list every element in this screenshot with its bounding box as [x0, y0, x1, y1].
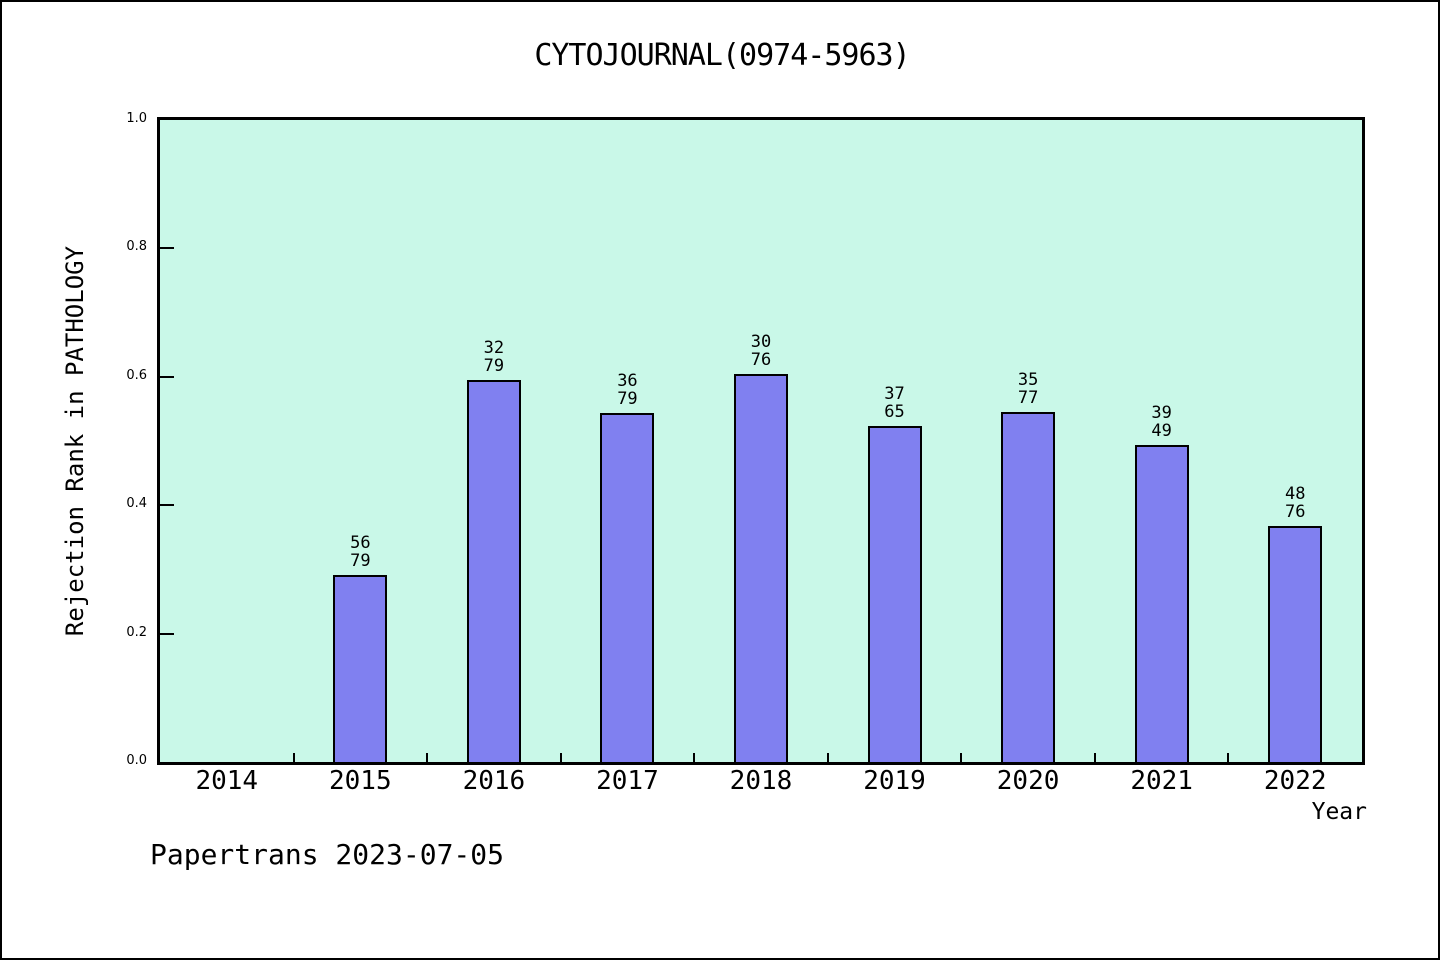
x-tick-label: 2021 — [1130, 766, 1193, 796]
y-tick-label: 0.4 — [126, 496, 147, 512]
bar-2016 — [466, 380, 521, 762]
bar-label-numerator: 56 — [350, 533, 371, 554]
bar-label-denominator: 65 — [884, 402, 905, 423]
bar-value-label-2016: 32 79 — [449, 339, 539, 375]
bar-label-denominator: 79 — [350, 551, 371, 572]
x-tick-label: 2022 — [1263, 766, 1327, 796]
bar-label-denominator: 79 — [483, 356, 505, 377]
x-tick-mark — [292, 753, 295, 762]
bar-2021 — [1134, 444, 1189, 762]
bar-value-label-2017: 36 79 — [582, 372, 672, 408]
bar-2019 — [867, 426, 922, 762]
x-axis-title: Year — [1311, 799, 1367, 825]
y-tick-label: 0.8 — [126, 239, 147, 255]
x-tick-label: 2016 — [462, 766, 526, 796]
y-tick-label: 0.2 — [126, 624, 147, 640]
x-tick-label: 2015 — [329, 766, 392, 796]
x-tick-mark — [960, 753, 963, 762]
bar-label-numerator: 35 — [1017, 370, 1039, 391]
y-axis-title: Rejection Rank in PATHOLOGY — [61, 245, 89, 637]
bar-value-label-2015: 56 79 — [315, 534, 405, 570]
bar-2020 — [1001, 412, 1056, 762]
y-tick-mark — [160, 375, 174, 378]
x-tick-mark — [693, 753, 696, 762]
bar-label-numerator: 32 — [483, 338, 505, 359]
y-tick-label: 0.6 — [126, 367, 147, 383]
x-tick-label: 2020 — [996, 766, 1060, 796]
y-tick-label: 0.0 — [126, 753, 147, 768]
bar-value-label-2022: 48 76 — [1250, 485, 1340, 521]
bar-label-numerator: 39 — [1151, 402, 1172, 423]
chart-title: CYTOJOURNAL(0974-5963) — [534, 38, 910, 73]
bar-label-numerator: 36 — [617, 370, 638, 391]
bar-value-label-2018: 30 76 — [716, 333, 806, 369]
bar-label-denominator: 79 — [617, 388, 638, 409]
y-tick-mark — [160, 247, 174, 250]
y-tick-mark — [160, 632, 174, 635]
bar-label-numerator: 48 — [1284, 483, 1306, 504]
x-tick-mark — [1227, 753, 1230, 762]
bar-2015 — [333, 575, 388, 762]
x-tick-mark — [1093, 753, 1096, 762]
bar-2018 — [734, 373, 788, 762]
x-tick-label: 2019 — [863, 766, 926, 796]
x-tick-label: 2017 — [596, 766, 659, 796]
bar-2017 — [600, 412, 655, 762]
y-tick-mark — [160, 504, 174, 507]
bar-label-denominator: 49 — [1151, 420, 1172, 441]
bar-value-label-2019: 37 65 — [850, 385, 940, 421]
x-tick-mark — [826, 753, 829, 762]
bar-label-denominator: 76 — [1284, 501, 1306, 522]
bar-label-numerator: 37 — [884, 384, 905, 405]
x-tick-label: 2018 — [729, 766, 793, 796]
x-tick-mark — [559, 753, 562, 762]
bar-label-denominator: 76 — [750, 349, 772, 370]
plot-area: 56 79 32 79 36 79 30 76 37 65 35 77 39 49 48 76 — [157, 117, 1365, 765]
bar-2022 — [1268, 525, 1323, 762]
x-tick-label: 2014 — [195, 766, 259, 796]
y-tick-label: 1.0 — [126, 111, 147, 126]
bar-value-label-2021: 39 49 — [1117, 404, 1207, 440]
bar-value-label-2020: 35 77 — [983, 371, 1073, 407]
bar-label-numerator: 30 — [750, 331, 772, 352]
x-tick-mark — [426, 753, 429, 762]
footer-watermark: Papertrans 2023-07-05 — [150, 838, 505, 871]
bar-label-denominator: 77 — [1017, 388, 1039, 409]
